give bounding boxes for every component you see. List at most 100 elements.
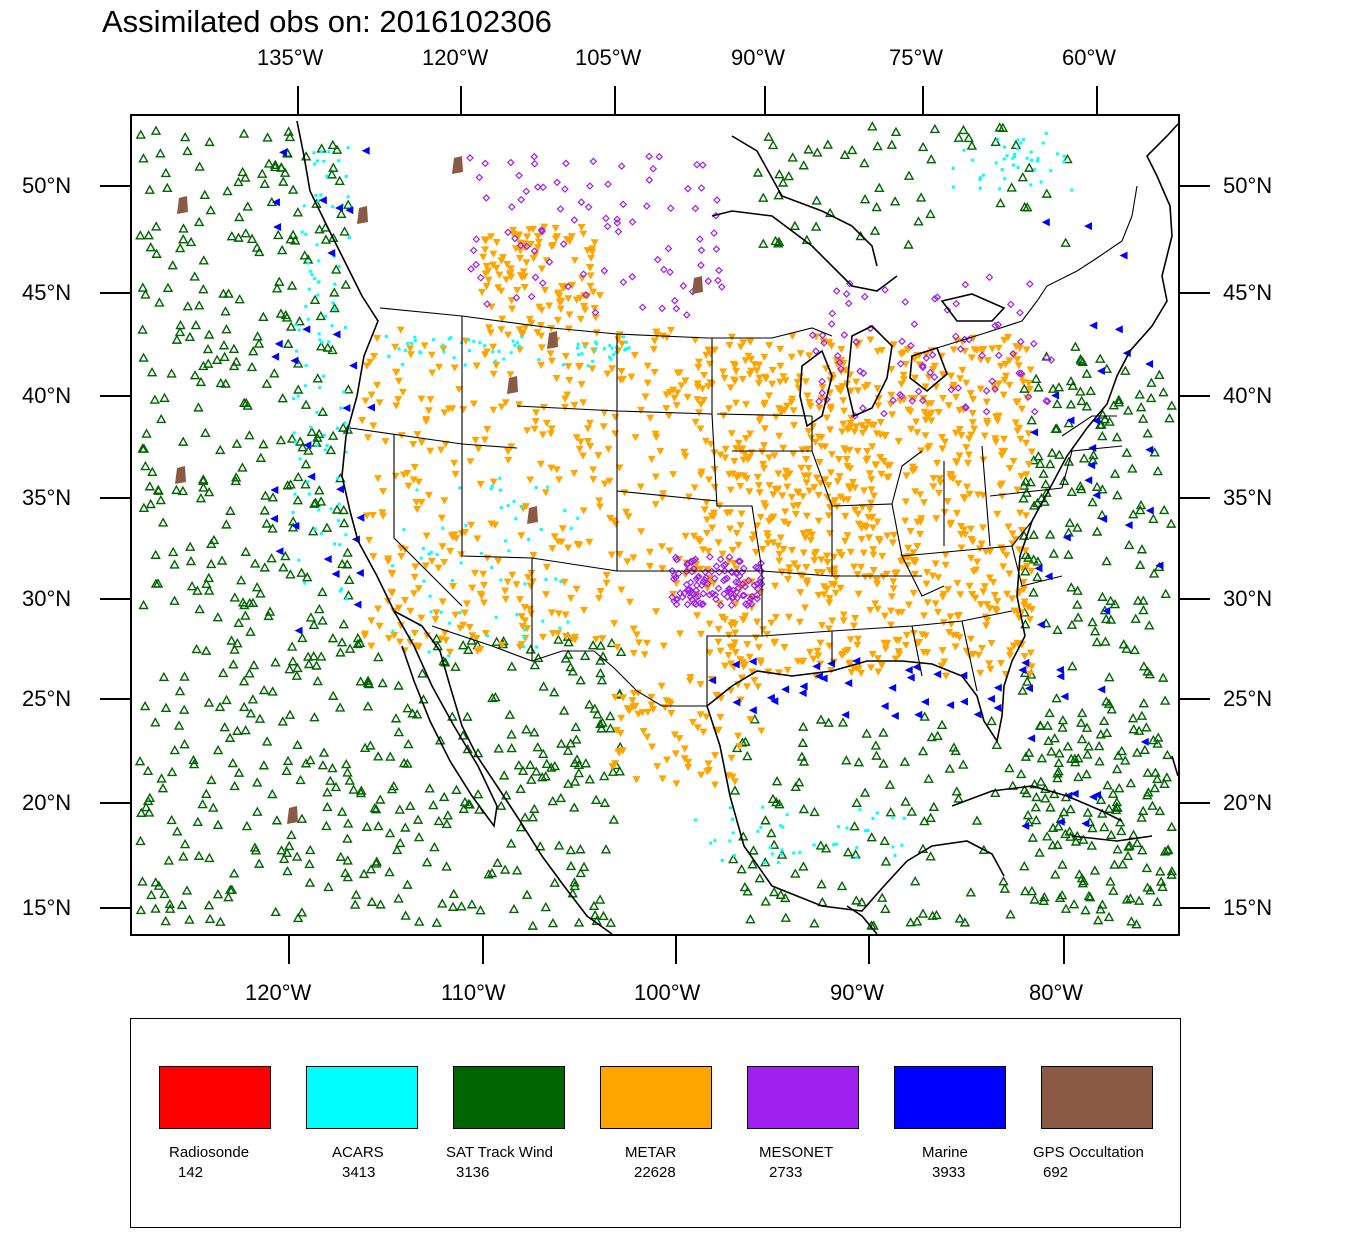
metar-marker — [830, 553, 839, 561]
marine-marker — [906, 673, 915, 682]
sat-track-wind-marker — [599, 797, 611, 807]
metar-marker — [863, 418, 872, 427]
metar-marker — [714, 539, 723, 547]
metar-marker — [825, 530, 834, 538]
sat-track-wind-marker — [1065, 399, 1077, 409]
metar-marker — [481, 246, 490, 254]
metar-marker — [771, 485, 780, 494]
metar-marker — [450, 459, 459, 467]
acars-marker — [509, 351, 513, 355]
sat-track-wind-marker — [341, 758, 352, 769]
metar-marker — [989, 579, 998, 587]
sat-track-wind-marker — [221, 324, 232, 334]
metar-marker — [677, 382, 686, 390]
sat-track-wind-marker — [405, 800, 416, 811]
metar-marker — [974, 651, 983, 659]
sat-track-wind-marker — [1122, 405, 1134, 415]
metar-marker — [489, 406, 498, 414]
metar-marker — [769, 491, 778, 499]
sat-track-wind-marker — [270, 159, 281, 169]
metar-marker — [827, 342, 836, 350]
sat-track-wind-marker — [878, 727, 889, 737]
metar-marker — [938, 647, 947, 655]
marine-marker — [275, 547, 284, 556]
sat-track-wind-marker — [204, 913, 216, 923]
sat-track-wind-marker — [573, 767, 585, 778]
acars-marker — [762, 861, 766, 865]
metar-marker — [767, 515, 776, 523]
sat-track-wind-marker — [393, 680, 404, 690]
metar-marker — [993, 417, 1002, 425]
metar-marker — [451, 611, 460, 619]
sat-track-wind-marker — [296, 813, 308, 823]
metar-marker — [409, 441, 418, 449]
mesonet-marker — [686, 592, 695, 601]
sat-track-wind-marker — [915, 192, 927, 202]
acars-marker — [340, 587, 344, 591]
sat-track-wind-marker — [579, 650, 591, 661]
metar-marker — [567, 233, 576, 241]
sat-track-wind-marker — [135, 835, 146, 846]
acars-marker — [297, 328, 301, 332]
sat-track-wind-marker — [224, 732, 236, 742]
sat-track-wind-marker — [283, 338, 294, 348]
mesonet-marker — [710, 574, 719, 583]
metar-marker — [632, 776, 641, 784]
sat-track-wind-marker — [575, 675, 586, 685]
acars-marker — [1016, 138, 1020, 142]
tick-bottom-90w — [868, 936, 870, 964]
metar-marker — [825, 504, 834, 512]
metar-marker — [865, 505, 874, 514]
sat-track-wind-marker — [1106, 704, 1117, 714]
sat-track-wind-marker — [317, 615, 328, 625]
mesonet-marker — [1006, 300, 1015, 309]
legend-label-radiosonde: Radiosonde — [169, 1144, 250, 1161]
metar-marker — [568, 282, 577, 290]
sat-track-wind-marker — [954, 913, 965, 923]
marine-marker — [332, 330, 341, 339]
metar-marker — [662, 756, 671, 764]
mesonet-marker — [736, 557, 745, 566]
acars-marker — [308, 269, 312, 273]
acars-marker — [439, 610, 443, 614]
metar-marker — [802, 563, 811, 572]
marine-marker — [273, 223, 282, 232]
metar-marker — [976, 601, 985, 609]
metar-marker — [697, 468, 706, 476]
metar-marker — [684, 758, 693, 767]
metar-marker — [784, 613, 793, 621]
metar-marker — [939, 590, 948, 598]
metar-marker — [889, 531, 898, 539]
sat-track-wind-marker — [926, 731, 937, 742]
marine-marker — [973, 710, 982, 719]
mesonet-marker — [723, 574, 731, 583]
sat-track-wind-marker — [151, 248, 162, 258]
acars-marker — [891, 845, 895, 849]
metar-marker — [881, 431, 890, 440]
metar-marker — [561, 395, 570, 403]
metar-marker — [825, 594, 834, 603]
metar-marker — [944, 402, 953, 410]
tick-left-50n — [100, 185, 130, 187]
metar-marker — [563, 391, 572, 399]
tick-top-90w — [764, 86, 766, 114]
mesonet-marker — [545, 258, 554, 266]
sat-track-wind-marker — [1092, 914, 1104, 925]
metar-marker — [845, 446, 854, 455]
metar-marker — [808, 423, 817, 431]
mesonet-marker — [745, 598, 754, 607]
sat-track-wind-marker — [287, 656, 299, 666]
sat-track-wind-marker — [812, 147, 823, 157]
acars-marker — [554, 577, 558, 581]
metar-marker — [888, 411, 897, 419]
sat-track-wind-marker — [728, 853, 739, 864]
sat-track-wind-marker — [197, 798, 208, 809]
marine-marker — [781, 685, 790, 694]
sat-track-wind-marker — [178, 234, 189, 244]
metar-marker — [955, 426, 964, 434]
metar-marker — [637, 406, 646, 415]
metar-marker — [520, 283, 529, 292]
sat-track-wind-marker — [1030, 373, 1042, 383]
mesonet-marker — [556, 205, 565, 213]
metar-marker — [775, 550, 784, 558]
